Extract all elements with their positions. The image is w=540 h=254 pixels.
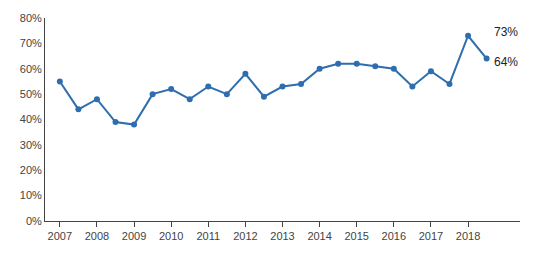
- svg-text:70%: 70%: [20, 37, 42, 49]
- svg-text:2007: 2007: [48, 230, 72, 242]
- svg-text:30%: 30%: [20, 139, 42, 151]
- svg-text:2015: 2015: [344, 230, 368, 242]
- svg-text:2013: 2013: [270, 230, 294, 242]
- svg-text:0%: 0%: [26, 215, 42, 227]
- svg-text:20%: 20%: [20, 164, 42, 176]
- svg-text:2018: 2018: [456, 230, 480, 242]
- svg-text:2011: 2011: [196, 230, 220, 242]
- svg-text:60%: 60%: [20, 63, 42, 75]
- svg-text:40%: 40%: [20, 113, 42, 125]
- svg-text:73%: 73%: [494, 25, 518, 39]
- svg-text:2010: 2010: [159, 230, 183, 242]
- svg-text:2017: 2017: [419, 230, 443, 242]
- svg-text:80%: 80%: [20, 12, 42, 24]
- svg-text:2012: 2012: [233, 230, 257, 242]
- svg-text:2008: 2008: [85, 230, 109, 242]
- svg-text:10%: 10%: [20, 189, 42, 201]
- svg-text:2009: 2009: [122, 230, 146, 242]
- svg-text:50%: 50%: [20, 88, 42, 100]
- svg-text:64%: 64%: [494, 55, 518, 69]
- svg-text:2016: 2016: [382, 230, 406, 242]
- svg-text:2014: 2014: [307, 230, 331, 242]
